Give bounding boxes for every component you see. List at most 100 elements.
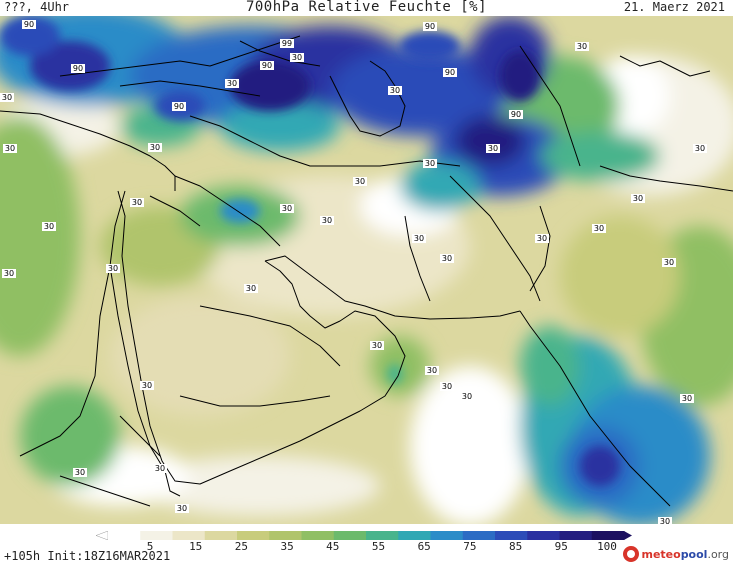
contour-label: 30 — [440, 254, 454, 263]
contour-label: 30 — [370, 341, 384, 350]
svg-text:30: 30 — [682, 394, 692, 403]
svg-text:30: 30 — [488, 144, 498, 153]
contour-label: 30 — [440, 382, 454, 391]
colorbar-segment — [398, 531, 431, 540]
colorbar-segment — [366, 531, 399, 540]
contour-label: 99 — [280, 39, 294, 48]
contour-label: 30 — [662, 258, 676, 267]
contour-label: 30 — [42, 222, 56, 231]
contour-label: 30 — [244, 284, 258, 293]
svg-text:30: 30 — [537, 234, 547, 243]
svg-text:30: 30 — [372, 341, 382, 350]
svg-text:30: 30 — [4, 269, 14, 278]
contour-label: 90 — [172, 102, 186, 111]
svg-text:30: 30 — [75, 468, 85, 477]
run-info: +105h Init:18Z16MAR2021 — [4, 549, 171, 563]
contour-label: 90 — [22, 20, 36, 29]
svg-text:30: 30 — [355, 177, 365, 186]
logo-text-org: .org — [707, 547, 729, 561]
contour-label: 30 — [2, 269, 16, 278]
svg-text:90: 90 — [425, 22, 435, 31]
svg-text:30: 30 — [155, 464, 165, 473]
colorbar-segment — [559, 531, 593, 540]
svg-text:30: 30 — [150, 143, 160, 152]
contour-label: 30 — [486, 144, 500, 153]
svg-text:90: 90 — [511, 110, 521, 119]
svg-text:30: 30 — [462, 392, 472, 401]
contour-label: 30 — [412, 234, 426, 243]
contour-label: 30 — [130, 198, 144, 207]
colorbar-tick-label: 75 — [463, 540, 477, 553]
colorbar-tick-label: 85 — [508, 540, 523, 553]
colorbar-tick-label: 55 — [371, 540, 386, 553]
svg-text:30: 30 — [142, 381, 152, 390]
coastlines — [0, 35, 733, 507]
colorbar-tick-label: 15 — [189, 540, 203, 553]
svg-text:30: 30 — [5, 144, 15, 153]
svg-text:99: 99 — [282, 39, 292, 48]
colorbar-segment — [430, 531, 464, 540]
contour-label: 30 — [280, 204, 294, 213]
contour-label: 30 — [592, 224, 606, 233]
svg-text:30: 30 — [594, 224, 604, 233]
svg-text:30: 30 — [414, 234, 424, 243]
colorbar-segment — [204, 531, 238, 540]
contour-label: 90 — [71, 64, 85, 73]
map-title: 700hPa Relative Feuchte [%] — [245, 0, 488, 15]
valid-date: 21. Maerz 2021 — [623, 0, 725, 14]
svg-text:30: 30 — [442, 254, 452, 263]
contour-label: 30 — [290, 53, 304, 62]
colorbar-segment — [591, 531, 625, 540]
svg-text:30: 30 — [322, 216, 332, 225]
colorbar-segment — [462, 531, 496, 540]
colorbar-segment — [269, 531, 302, 540]
svg-text:30: 30 — [246, 284, 256, 293]
colorbar-high-arrow — [624, 531, 632, 540]
colorbar-segment — [237, 531, 270, 540]
contour-label: 30 — [460, 392, 474, 401]
svg-text:30: 30 — [427, 366, 437, 375]
colorbar — [96, 531, 632, 540]
svg-text:90: 90 — [445, 68, 455, 77]
colorbar-segment — [495, 531, 528, 540]
colorbar-segment — [108, 531, 141, 540]
contour-label: 30 — [73, 468, 87, 477]
contour-label: 30 — [631, 194, 645, 203]
contour-label: 90 — [423, 22, 437, 31]
svg-text:30: 30 — [177, 504, 187, 513]
contour-label: 30 — [153, 464, 167, 473]
forecast-day-label: ???, 4Uhr — [4, 0, 70, 14]
contour-label: 30 — [140, 381, 154, 390]
svg-text:30: 30 — [282, 204, 292, 213]
contour-label: 30 — [658, 517, 672, 524]
svg-text:30: 30 — [577, 42, 587, 51]
svg-text:30: 30 — [425, 159, 435, 168]
svg-text:30: 30 — [227, 79, 237, 88]
svg-text:90: 90 — [262, 61, 272, 70]
svg-text:30: 30 — [292, 53, 302, 62]
contour-label: 30 — [3, 144, 17, 153]
svg-text:90: 90 — [174, 102, 184, 111]
svg-text:30: 30 — [660, 517, 670, 524]
contour-label: 30 — [425, 366, 439, 375]
svg-text:30: 30 — [108, 264, 118, 273]
logo-text-meteo: meteo — [641, 547, 681, 561]
svg-text:30: 30 — [2, 93, 12, 102]
colorbar-tick-label: 5 — [146, 540, 154, 553]
svg-text:30: 30 — [132, 198, 142, 207]
contour-label: 90 — [260, 61, 274, 70]
colorbar-tick-label: 65 — [417, 540, 431, 553]
contour-label: 30 — [175, 504, 189, 513]
contour-label: 90 — [443, 68, 457, 77]
logo-icon — [623, 546, 640, 562]
contour-label: 30 — [0, 93, 14, 102]
colorbar-tick-label: 35 — [280, 540, 294, 553]
colorbar-segment — [333, 531, 367, 540]
colorbar-low-arrow — [96, 531, 109, 540]
colorbar-segment — [527, 531, 560, 540]
logo-text-pool: pool — [680, 547, 708, 561]
svg-text:30: 30 — [44, 222, 54, 231]
contour-label: 30 — [106, 264, 120, 273]
colorbar-segment — [172, 531, 206, 540]
contour-label: 30 — [680, 394, 694, 403]
